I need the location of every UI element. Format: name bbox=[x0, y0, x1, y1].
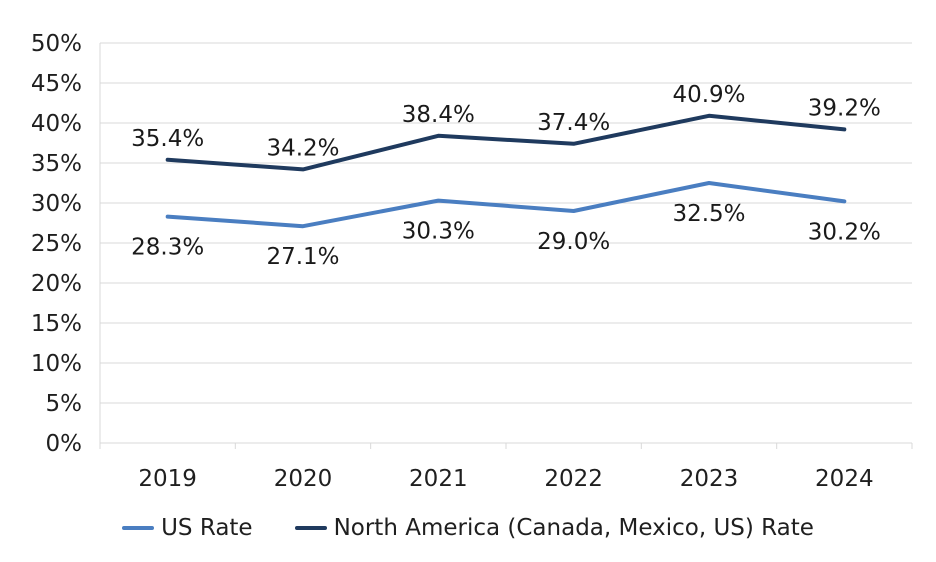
series-line-north-america-canada-mexico-us-rate bbox=[165, 113, 847, 172]
x-axis-tick-label: 2020 bbox=[274, 466, 333, 492]
x-axis-tick-label: 2024 bbox=[815, 466, 874, 492]
legend-label-north-america-rate: North America (Canada, Mexico, US) Rate bbox=[333, 515, 814, 541]
y-axis-tick-label: 35% bbox=[31, 151, 82, 177]
data-label: 30.3% bbox=[402, 219, 475, 245]
data-label: 39.2% bbox=[808, 95, 881, 121]
data-label: 34.2% bbox=[266, 135, 339, 161]
data-label: 28.3% bbox=[131, 235, 204, 261]
y-axis-tick-label: 50% bbox=[31, 31, 82, 57]
data-label: 35.4% bbox=[131, 126, 204, 152]
y-axis-tick-label: 45% bbox=[31, 71, 82, 97]
legend-item-north-america-rate: North America (Canada, Mexico, US) Rate bbox=[294, 515, 814, 541]
plot-area: 0% 5% 10% 15% 20% 25% 30% 35% 40% 45% 50% 2019 2020 2… bbox=[31, 31, 913, 492]
data-label: 40.9% bbox=[672, 82, 745, 108]
series-line-us-rate bbox=[165, 181, 847, 229]
x-axis-tick-label: 2023 bbox=[680, 466, 739, 492]
north-america-rate-line-swatch-icon bbox=[294, 526, 327, 530]
data-label: 37.4% bbox=[537, 110, 610, 136]
y-axis-tick-label: 30% bbox=[31, 191, 82, 217]
data-label: 32.5% bbox=[672, 201, 745, 227]
legend-label-us-rate: US Rate bbox=[161, 515, 253, 541]
x-axis-tick-label: 2021 bbox=[409, 466, 468, 492]
y-axis-tick-label: 10% bbox=[31, 351, 82, 377]
data-label: 30.2% bbox=[808, 219, 881, 245]
y-axis-tick-label: 0% bbox=[46, 431, 83, 457]
us-rate-line-swatch-icon bbox=[122, 526, 155, 530]
x-axis-tick-label: 2022 bbox=[544, 466, 603, 492]
y-axis-tick-label: 40% bbox=[31, 111, 82, 137]
legend-item-us-rate: US Rate bbox=[122, 515, 253, 541]
y-axis-tick-label: 5% bbox=[46, 391, 83, 417]
data-label: 29.0% bbox=[537, 229, 610, 255]
x-axis-tick-label: 2019 bbox=[138, 466, 197, 492]
data-label: 38.4% bbox=[402, 102, 475, 128]
legend: US Rate North America (Canada, Mexico, U… bbox=[0, 508, 936, 548]
y-axis-tick-label: 15% bbox=[31, 311, 82, 337]
y-axis-tick-label: 25% bbox=[31, 231, 82, 257]
data-label: 27.1% bbox=[266, 244, 339, 270]
y-axis-tick-label: 20% bbox=[31, 271, 82, 297]
